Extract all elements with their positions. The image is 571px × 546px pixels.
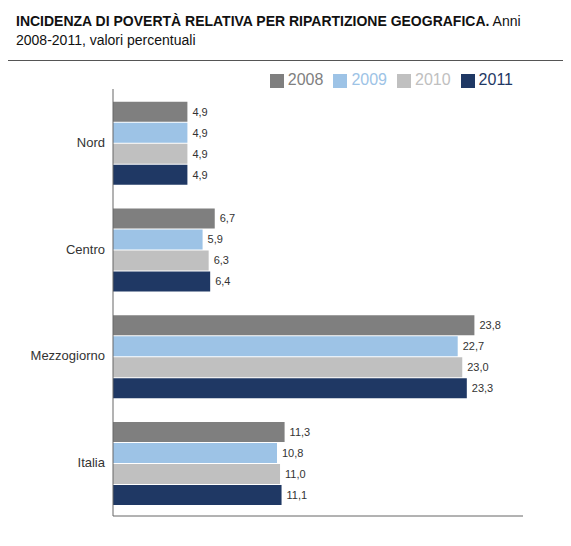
html-text:INCIDENZA DI POVERTÀ RELATIVA: INCIDENZA DI POVERTÀ RELATIVA PER RIPART… — [16, 13, 521, 48]
svg-text:4,9: 4,9 — [192, 106, 207, 118]
html-text:2010: 2010 — [415, 71, 451, 88]
svg-text:4,9: 4,9 — [192, 148, 207, 160]
svg-text:11,0: 11,0 — [285, 468, 306, 480]
svg-text:23,8: 23,8 — [479, 319, 500, 331]
svg-text:23,3: 23,3 — [472, 382, 493, 394]
svg-text:5,9: 5,9 — [208, 233, 223, 245]
html-text:2011: 2011 — [478, 71, 513, 88]
svg-text:4,9: 4,9 — [192, 169, 207, 181]
svg-text:Nord: Nord — [77, 135, 105, 150]
svg-text:6,4: 6,4 — [215, 275, 230, 287]
svg-text:6,7: 6,7 — [220, 212, 235, 224]
svg-text:23,0: 23,0 — [467, 361, 488, 373]
svg-text:Italia: Italia — [78, 455, 106, 470]
svg-text:Centro: Centro — [66, 242, 105, 257]
svg-text:11,1: 11,1 — [287, 489, 308, 501]
html-text:2008: 2008 — [287, 71, 324, 88]
svg-text:11,3: 11,3 — [290, 426, 311, 438]
html-text:2009: 2009 — [351, 71, 387, 88]
svg-text:4,9: 4,9 — [192, 127, 207, 139]
svg-text:10,8: 10,8 — [282, 447, 303, 459]
svg-text:22,7: 22,7 — [463, 340, 484, 352]
svg-text:Mezzogiorno: Mezzogiorno — [31, 348, 105, 363]
svg-text:6,3: 6,3 — [214, 254, 229, 266]
